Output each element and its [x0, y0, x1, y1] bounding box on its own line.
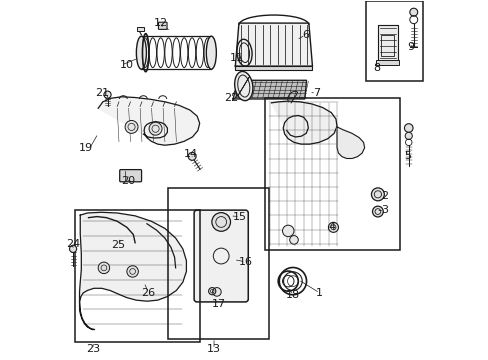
Text: 2: 2: [380, 191, 387, 201]
Circle shape: [125, 121, 138, 134]
Circle shape: [104, 91, 111, 98]
Text: 18: 18: [285, 291, 299, 301]
Bar: [168, 188, 268, 338]
FancyBboxPatch shape: [194, 210, 248, 302]
Circle shape: [69, 245, 77, 252]
Text: 22: 22: [224, 93, 238, 103]
Polygon shape: [235, 23, 312, 66]
Text: 24: 24: [66, 239, 80, 249]
Circle shape: [289, 235, 298, 244]
Circle shape: [188, 152, 196, 160]
Text: 6: 6: [302, 30, 308, 40]
Text: 8: 8: [373, 63, 380, 73]
Circle shape: [98, 262, 109, 274]
Ellipse shape: [206, 36, 216, 69]
Text: 5: 5: [404, 150, 410, 161]
Text: 17: 17: [211, 299, 225, 309]
FancyBboxPatch shape: [120, 170, 142, 182]
Text: 11: 11: [230, 53, 244, 63]
FancyBboxPatch shape: [158, 22, 167, 30]
Text: 14: 14: [183, 149, 197, 159]
Polygon shape: [377, 25, 397, 62]
Circle shape: [149, 122, 162, 135]
Text: 26: 26: [141, 288, 155, 298]
Circle shape: [409, 8, 417, 16]
Ellipse shape: [136, 36, 146, 69]
Text: 1: 1: [316, 288, 323, 298]
Bar: [265, 98, 400, 250]
Text: 15: 15: [232, 212, 246, 221]
Circle shape: [328, 222, 338, 232]
Circle shape: [372, 206, 383, 217]
Bar: [235, 66, 312, 71]
Text: 25: 25: [111, 240, 125, 250]
Text: 19: 19: [79, 143, 93, 153]
Circle shape: [371, 188, 384, 201]
Circle shape: [126, 266, 138, 277]
Text: 9: 9: [407, 42, 414, 51]
Polygon shape: [233, 80, 306, 99]
Text: 20: 20: [121, 176, 135, 186]
Text: 10: 10: [120, 60, 134, 70]
Polygon shape: [271, 101, 336, 144]
Polygon shape: [336, 127, 364, 158]
Bar: [75, 211, 199, 342]
Circle shape: [282, 225, 293, 237]
Circle shape: [404, 124, 412, 132]
Polygon shape: [80, 212, 186, 329]
Bar: [366, 1, 422, 81]
Text: 7: 7: [312, 88, 319, 98]
Text: 4: 4: [328, 222, 335, 232]
Polygon shape: [98, 97, 199, 145]
Bar: [376, 60, 399, 65]
Bar: [381, 35, 394, 56]
Circle shape: [405, 132, 411, 139]
Circle shape: [211, 213, 230, 231]
Ellipse shape: [234, 71, 252, 101]
Text: 12: 12: [154, 18, 168, 28]
Text: 16: 16: [238, 257, 252, 267]
Bar: [137, 27, 143, 31]
Text: 23: 23: [86, 344, 100, 354]
Text: 3: 3: [380, 206, 387, 216]
Text: 13: 13: [206, 344, 221, 354]
Text: 21: 21: [95, 88, 109, 98]
Circle shape: [212, 288, 221, 296]
